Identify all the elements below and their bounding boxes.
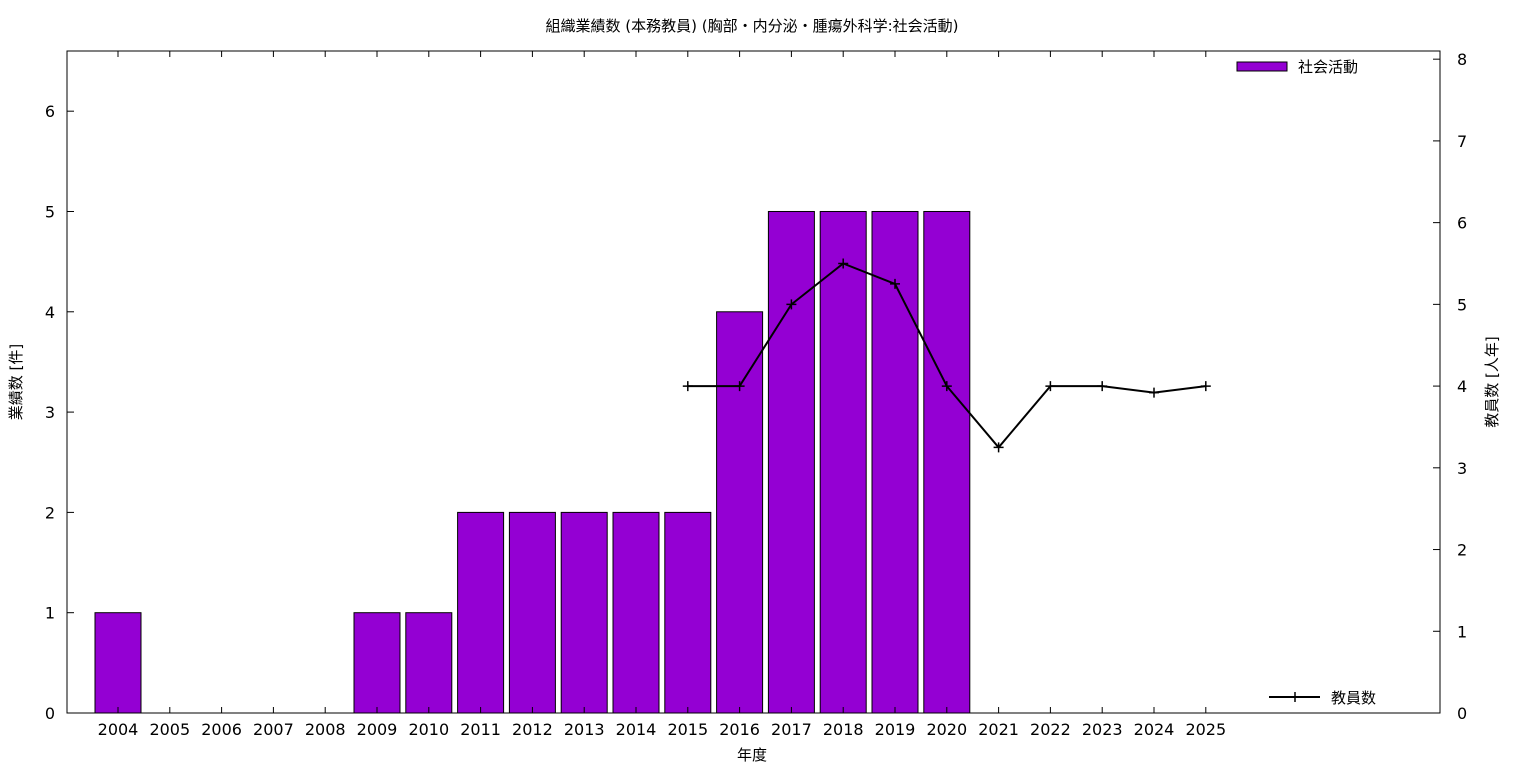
- legend-line: 教員数: [1269, 689, 1376, 707]
- x-tick-label-2023: 2023: [1082, 720, 1123, 739]
- y-tick-label-5: 5: [45, 202, 55, 221]
- plot-frame: [66, 50, 1441, 714]
- teacher-point-2020: [941, 381, 952, 392]
- legend-bar-swatch: [1236, 61, 1288, 72]
- bar-2018: [819, 210, 867, 714]
- teacher-point-2016: [734, 381, 745, 392]
- y2-tick-label-6: 6: [1457, 214, 1467, 233]
- bar-2013: [560, 511, 608, 714]
- x-tick-label-2005: 2005: [149, 720, 190, 739]
- x-tick-label-2019: 2019: [875, 720, 916, 739]
- x-tick-label-2014: 2014: [616, 720, 657, 739]
- x-tick-label-2013: 2013: [564, 720, 605, 739]
- y2-tick-label-5: 5: [1457, 295, 1467, 314]
- y2-tick-label-8: 8: [1457, 50, 1467, 69]
- x-tick-label-2007: 2007: [253, 720, 294, 739]
- y-tick-label-6: 6: [45, 102, 55, 121]
- y2-tick-label-4: 4: [1457, 377, 1467, 396]
- x-tick-label-2009: 2009: [357, 720, 398, 739]
- x-tick-label-2010: 2010: [408, 720, 449, 739]
- chart-title: 組織業績数 (本務教員) (胸部・内分泌・腫瘍外科学:社会活動): [545, 17, 958, 35]
- teacher-point-2023: [1097, 381, 1108, 392]
- bar-2004: [94, 612, 142, 714]
- x-tick-label-2025: 2025: [1185, 720, 1226, 739]
- y-axis-label: 業績数 [件]: [7, 344, 25, 420]
- legend-line-label: 教員数: [1331, 689, 1376, 707]
- y-tick-label-1: 1: [45, 604, 55, 623]
- x-tick-label-2020: 2020: [926, 720, 967, 739]
- teacher-point-2021: [993, 442, 1004, 453]
- x-tick-label-2015: 2015: [667, 720, 708, 739]
- y2-tick-label-2: 2: [1457, 541, 1467, 560]
- line-layer: [682, 258, 1211, 453]
- y-tick-label-3: 3: [45, 403, 55, 422]
- bar-2010: [405, 612, 453, 714]
- x-tick-label-2024: 2024: [1134, 720, 1175, 739]
- teacher-point-2025: [1200, 381, 1211, 392]
- x-axis-label: 年度: [737, 746, 767, 764]
- y2-axis-label: 教員数 [人年]: [1483, 336, 1501, 427]
- x-tick-label-2018: 2018: [823, 720, 864, 739]
- x-tick-label-2017: 2017: [771, 720, 812, 739]
- bar-2009: [353, 612, 401, 714]
- teacher-point-2018: [838, 258, 849, 269]
- x-tick-label-2006: 2006: [201, 720, 242, 739]
- bar-2012: [508, 511, 556, 714]
- y-tick-label-2: 2: [45, 503, 55, 522]
- x-tick-label-2021: 2021: [978, 720, 1019, 739]
- bar-2019: [871, 210, 919, 714]
- bar-2017: [767, 210, 815, 714]
- x-tick-label-2022: 2022: [1030, 720, 1071, 739]
- y-tick-label-0: 0: [45, 704, 55, 723]
- bar-2020: [923, 210, 971, 714]
- bar-2015: [664, 511, 712, 714]
- legend-bars: 社会活動: [1236, 58, 1358, 76]
- x-tick-label-2004: 2004: [98, 720, 139, 739]
- y2-tick-label-0: 0: [1457, 704, 1467, 723]
- teacher-point-2017: [786, 299, 797, 310]
- bar-2014: [612, 511, 660, 714]
- y2-tick-label-1: 1: [1457, 622, 1467, 641]
- bar-2016: [716, 311, 764, 714]
- teacher-point-2024: [1149, 387, 1159, 398]
- y-tick-label-4: 4: [45, 303, 55, 322]
- legend-bar-label: 社会活動: [1298, 58, 1358, 76]
- x-tick-label-2008: 2008: [305, 720, 346, 739]
- teacher-point-2022: [1045, 381, 1056, 392]
- y2-tick-label-7: 7: [1457, 132, 1467, 151]
- teacher-point-2019: [890, 278, 900, 289]
- ticks-layer: 2004 2005 2006 2007 2008 2009 2010 2011 2012 2013…: [45, 50, 1467, 739]
- bars-layer: [94, 210, 971, 714]
- x-tick-label-2012: 2012: [512, 720, 553, 739]
- legend-line-marker: [1290, 692, 1300, 702]
- bar-2011: [457, 511, 505, 714]
- y2-tick-label-3: 3: [1457, 459, 1467, 478]
- x-tick-label-2016: 2016: [719, 720, 760, 739]
- teacher-point-2015: [682, 381, 693, 392]
- x-tick-label-2011: 2011: [460, 720, 501, 739]
